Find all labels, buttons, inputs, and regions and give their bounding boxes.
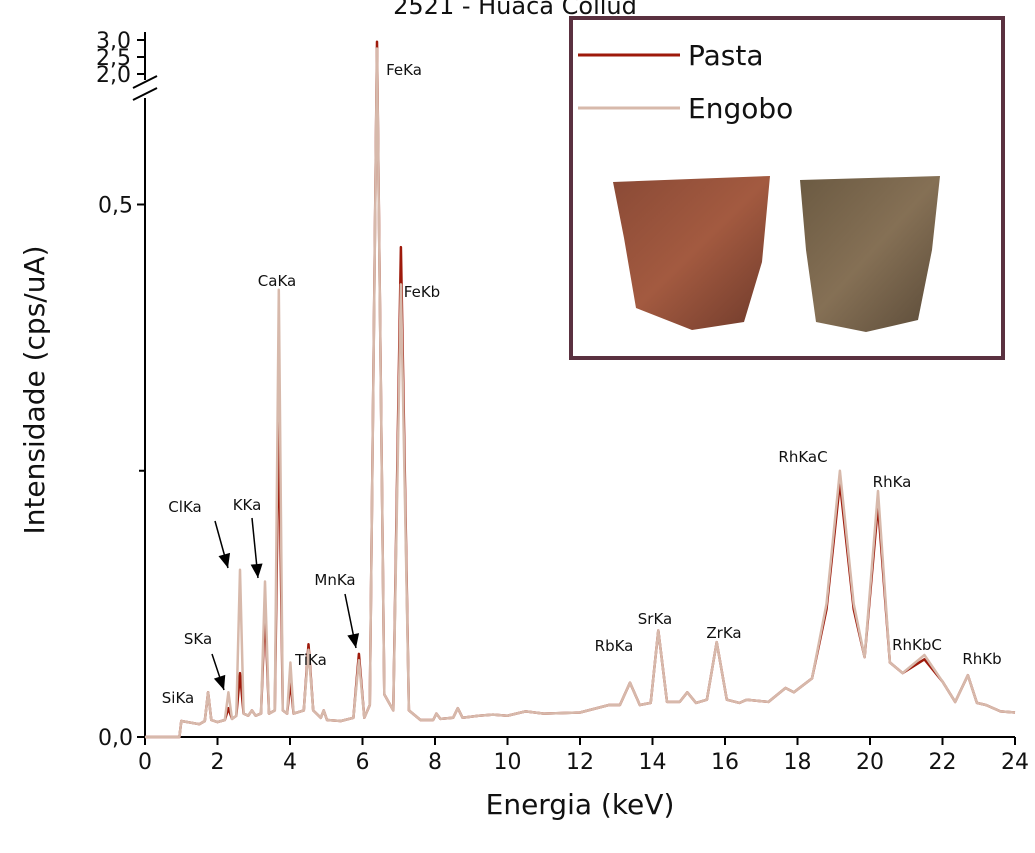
peak-label: FeKa bbox=[386, 61, 422, 79]
x-tick-label: 10 bbox=[494, 750, 522, 775]
peak-label: RhKb bbox=[962, 650, 1001, 668]
peak-label: TiKa bbox=[294, 651, 327, 669]
x-tick-label: 16 bbox=[711, 750, 739, 775]
peak-label: RhKbC bbox=[892, 636, 942, 654]
arrow-head bbox=[213, 674, 226, 690]
peak-label: ZrKa bbox=[706, 624, 741, 642]
x-tick-label: 24 bbox=[1001, 750, 1029, 775]
x-tick-label: 12 bbox=[566, 750, 594, 775]
x-tick-label: 20 bbox=[856, 750, 884, 775]
chart-title: 2521 - Huaca Collud bbox=[393, 0, 637, 20]
legend-label: Pasta bbox=[688, 39, 764, 72]
peak-label: CaKa bbox=[258, 272, 296, 290]
arrow-head bbox=[250, 563, 263, 578]
y-tick-label: 3,0 bbox=[96, 29, 131, 54]
x-tick-label: 2 bbox=[211, 750, 225, 775]
peak-label: FeKb bbox=[404, 283, 440, 301]
x-tick-label: 22 bbox=[929, 750, 957, 775]
peak-label: RhKa bbox=[873, 473, 912, 491]
sherd-photo bbox=[800, 176, 940, 332]
x-tick-label: 4 bbox=[283, 750, 297, 775]
axis-break bbox=[132, 75, 158, 89]
peak-label: ClKa bbox=[168, 498, 201, 516]
spectrum-line bbox=[145, 47, 1016, 739]
y-axis-title: Intensidade (cps/uA) bbox=[18, 245, 51, 534]
y-tick-label: 0,5 bbox=[98, 194, 133, 219]
peak-label: RbKa bbox=[595, 637, 634, 655]
y-tick-label: 0,0 bbox=[98, 726, 133, 751]
x-tick-label: 18 bbox=[784, 750, 812, 775]
peak-label: SrKa bbox=[638, 610, 672, 628]
x-tick-label: 8 bbox=[428, 750, 442, 775]
peak-label: KKa bbox=[233, 496, 262, 514]
x-tick-label: 0 bbox=[138, 750, 152, 775]
x-tick-label: 14 bbox=[639, 750, 667, 775]
legend: Pasta Engobo bbox=[569, 16, 1005, 360]
x-tick-label: 6 bbox=[356, 750, 370, 775]
arrow-head bbox=[218, 552, 231, 568]
axis-break bbox=[132, 87, 158, 101]
x-axis-title: Energia (keV) bbox=[486, 788, 675, 821]
y-tick-label: 2,5 bbox=[96, 46, 131, 71]
peak-label: SKa bbox=[184, 630, 212, 648]
peak-label: MnKa bbox=[314, 571, 355, 589]
peak-label: RhKaC bbox=[778, 448, 827, 466]
arrow-head bbox=[347, 633, 360, 648]
y-tick-label: 2,0 bbox=[96, 63, 131, 88]
legend-label: Engobo bbox=[688, 92, 793, 125]
sherd-photo bbox=[613, 176, 770, 330]
peak-label: SiKa bbox=[162, 689, 194, 707]
